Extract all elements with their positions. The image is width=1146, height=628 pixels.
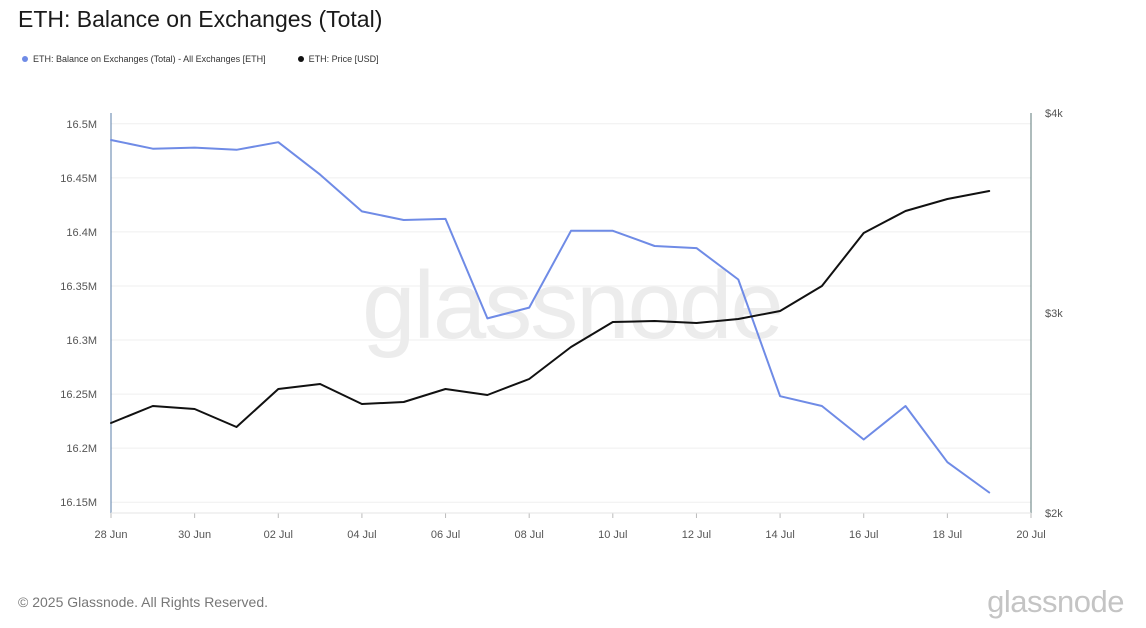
series-line-balance[interactable] [110,139,991,494]
y-left-tick-label: 16.2M [66,443,97,455]
series-layer [110,139,991,494]
line-chart: glassnode 16.15M16.2M16.25M16.3M16.35M16… [60,108,1063,541]
copyright-text: © 2025 Glassnode. All Rights Reserved. [18,594,269,610]
y-left-tick-label: 16.4M [66,227,97,239]
glassnode-logo[interactable]: glassnode [987,584,1124,619]
x-tick-label: 28 Jun [94,529,127,541]
y-left-tick-label: 16.45M [60,173,97,185]
series-line-price[interactable] [110,190,991,428]
chart-legend: ETH: Balance on Exchanges (Total) - All … [22,54,379,64]
legend-dot-balance [22,56,28,62]
x-tick-label: 16 Jul [849,529,878,541]
x-tick-label: 12 Jul [682,529,711,541]
chart-watermark: glassnode [362,252,782,359]
x-tick-label: 20 Jul [1016,529,1045,541]
legend-item-price[interactable]: ETH: Price [USD] [297,54,379,64]
chart-title: ETH: Balance on Exchanges (Total) [18,6,383,32]
x-tick-label: 06 Jul [431,529,460,541]
y-right-tick-label: $4k [1045,108,1063,120]
legend-label-price: ETH: Price [USD] [308,54,379,64]
legend-item-balance[interactable]: ETH: Balance on Exchanges (Total) - All … [22,54,266,64]
x-tick-label: 08 Jul [515,529,544,541]
y-right-tick-label: $2k [1045,508,1063,520]
y-left-tick-label: 16.35M [60,281,97,293]
x-tick-label: 30 Jun [178,529,211,541]
y-left-tick-label: 16.5M [66,119,97,131]
y-left-tick-label: 16.25M [60,389,97,401]
axes-layer [110,113,1032,518]
x-tick-label: 02 Jul [264,529,293,541]
x-tick-label: 14 Jul [765,529,794,541]
legend-label-balance: ETH: Balance on Exchanges (Total) - All … [33,54,266,64]
x-tick-label: 10 Jul [598,529,627,541]
x-tick-label: 18 Jul [933,529,962,541]
y-right-tick-label: $3k [1045,308,1063,320]
y-left-tick-label: 16.15M [60,497,97,509]
x-tick-label: 04 Jul [347,529,376,541]
ticks-layer: 16.15M 16.2M 16.25M 16.3M 16.35M 16.4M 16.45M 1… [60,108,1063,541]
legend-dot-price [297,56,304,62]
y-left-tick-label: 16.3M [66,335,97,347]
